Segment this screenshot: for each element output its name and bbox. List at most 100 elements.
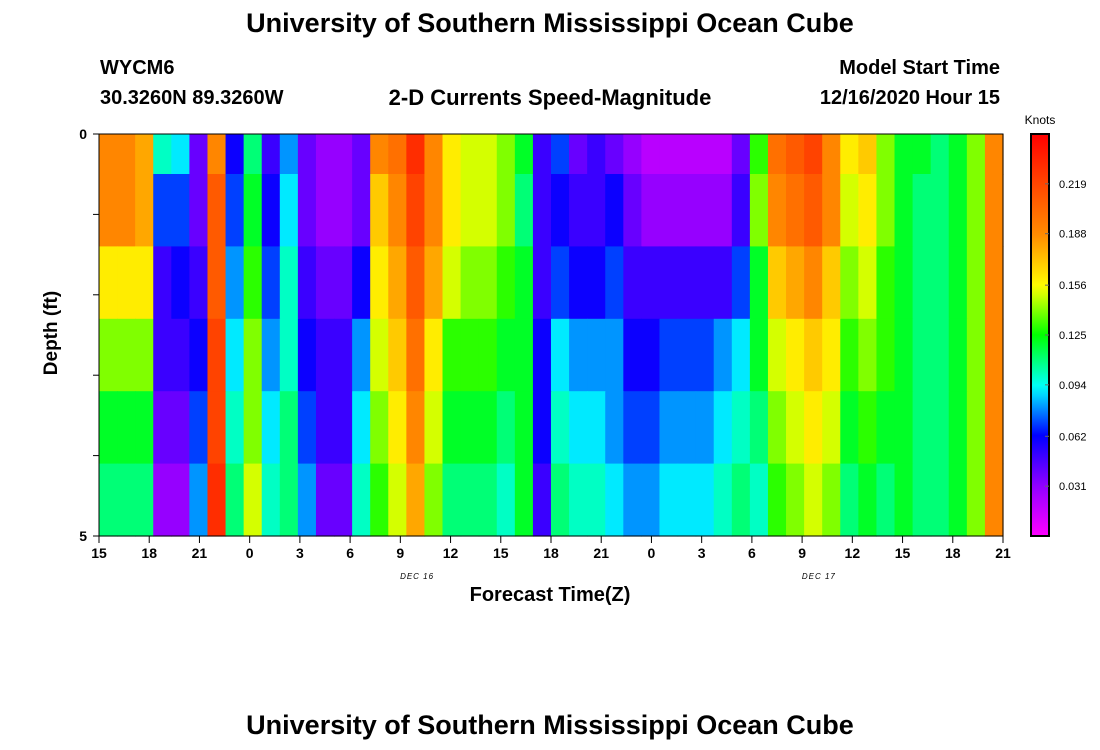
heatmap-cell bbox=[912, 134, 932, 175]
heatmap-cell bbox=[460, 174, 480, 247]
heatmap-cell bbox=[460, 318, 480, 392]
heatmap-cell bbox=[605, 391, 624, 465]
heatmap-cell bbox=[822, 463, 841, 537]
colorbar-label: Knots bbox=[1025, 113, 1056, 127]
heatmap-cell bbox=[460, 391, 480, 465]
heatmap-cell bbox=[261, 246, 281, 320]
heatmap-cell bbox=[767, 246, 787, 320]
heatmap-cell bbox=[334, 134, 353, 175]
heatmap-cell bbox=[587, 246, 606, 320]
heatmap-cell bbox=[695, 391, 715, 465]
heatmap-cell bbox=[623, 318, 642, 392]
heatmap-cell bbox=[948, 174, 968, 247]
heatmap-cell bbox=[424, 134, 444, 175]
y-tick-label: 0 bbox=[79, 126, 87, 142]
heatmap-cell bbox=[623, 246, 642, 320]
page-title-top: University of Southern Mississippi Ocean… bbox=[246, 8, 854, 38]
heatmap-cell bbox=[840, 134, 859, 175]
heatmap-cell bbox=[207, 134, 227, 175]
heatmap-cell bbox=[207, 318, 227, 392]
heatmap-cell bbox=[442, 174, 462, 247]
heatmap-cell bbox=[677, 246, 697, 320]
heatmap-cell bbox=[858, 134, 878, 175]
heatmap-cell bbox=[171, 246, 190, 320]
heatmap-cell bbox=[948, 246, 968, 320]
colorbar-tick-label: 0.156 bbox=[1059, 280, 1087, 292]
heatmap-cell bbox=[840, 463, 859, 537]
heatmap-cell bbox=[243, 391, 263, 465]
heatmap-cell bbox=[496, 246, 516, 320]
heatmap-cell bbox=[171, 391, 190, 465]
heatmap-cell bbox=[153, 318, 172, 392]
heatmap-cell bbox=[189, 134, 209, 175]
x-tick-label: 0 bbox=[648, 545, 656, 561]
heatmap-cell bbox=[225, 463, 245, 537]
heatmap-cell bbox=[424, 246, 444, 320]
heatmap-cell bbox=[153, 246, 172, 320]
heatmap-cell bbox=[460, 463, 480, 537]
heatmap-cell bbox=[984, 463, 1004, 537]
heatmap-cell bbox=[171, 174, 190, 247]
colorbar-tick-label: 0.062 bbox=[1059, 431, 1087, 443]
heatmap-cell bbox=[279, 174, 299, 247]
heatmap-cell bbox=[153, 391, 172, 465]
heatmap-cell bbox=[804, 246, 823, 320]
heatmap-cell bbox=[370, 174, 389, 247]
heatmap-cell bbox=[406, 391, 426, 465]
heatmap-cell bbox=[370, 391, 389, 465]
heatmap-cell bbox=[786, 318, 805, 392]
heatmap-cell bbox=[279, 463, 299, 537]
heatmap-cell bbox=[532, 391, 552, 465]
heatmap-cell bbox=[587, 391, 606, 465]
heatmap-cell bbox=[767, 463, 787, 537]
heatmap-cell bbox=[261, 318, 281, 392]
heatmap-cell bbox=[388, 246, 407, 320]
heatmap-cell bbox=[713, 463, 733, 537]
station-coordinates: 30.3260N 89.3260W bbox=[100, 87, 284, 109]
heatmap-cell bbox=[677, 463, 697, 537]
heatmap-cell bbox=[117, 391, 136, 465]
heatmap-cell bbox=[713, 318, 733, 392]
x-tick-label: 15 bbox=[91, 545, 107, 561]
colorbar-tick-label: 0.031 bbox=[1059, 481, 1087, 493]
heatmap-cell bbox=[406, 463, 426, 537]
heatmap-cell bbox=[749, 463, 769, 537]
heatmap-cell bbox=[767, 174, 787, 247]
heatmap-cell bbox=[695, 134, 715, 175]
heatmap-cell bbox=[749, 391, 769, 465]
heatmap-cell bbox=[605, 318, 624, 392]
heatmap-cell bbox=[912, 318, 932, 392]
colorbar-tick-label: 0.188 bbox=[1059, 229, 1087, 241]
heatmap-cell bbox=[731, 391, 751, 465]
heatmap-cell bbox=[894, 174, 914, 247]
heatmap-cell bbox=[261, 174, 281, 247]
heatmap-cell bbox=[99, 463, 118, 537]
heatmap-cell bbox=[117, 134, 136, 175]
heatmap-cell bbox=[315, 134, 335, 175]
heatmap-cell bbox=[713, 246, 733, 320]
heatmap-cell bbox=[334, 391, 353, 465]
heatmap-cell bbox=[912, 246, 932, 320]
heatmap-cell bbox=[641, 246, 661, 320]
heatmap-cell bbox=[279, 391, 299, 465]
x-tick-label: 15 bbox=[895, 545, 911, 561]
heatmap-cell bbox=[551, 318, 570, 392]
heatmap-cell bbox=[189, 391, 209, 465]
heatmap-cell bbox=[930, 391, 950, 465]
heatmap-cell bbox=[370, 134, 389, 175]
heatmap-cell bbox=[117, 463, 136, 537]
heatmap-cell bbox=[334, 463, 353, 537]
chart-subtitle: 2-D Currents Speed-Magnitude bbox=[388, 85, 712, 110]
heatmap-cell bbox=[153, 174, 172, 247]
x-tick-label: 12 bbox=[443, 545, 459, 561]
heatmap-cell bbox=[894, 318, 914, 392]
heatmap-cell bbox=[135, 174, 154, 247]
heatmap-cell bbox=[551, 174, 570, 247]
model-start-label: Model Start Time bbox=[839, 57, 1000, 79]
heatmap-cell bbox=[786, 246, 805, 320]
heatmap-cell bbox=[930, 134, 950, 175]
heatmap-cell bbox=[99, 174, 118, 247]
heatmap-cell bbox=[189, 246, 209, 320]
heatmap-cell bbox=[840, 174, 859, 247]
